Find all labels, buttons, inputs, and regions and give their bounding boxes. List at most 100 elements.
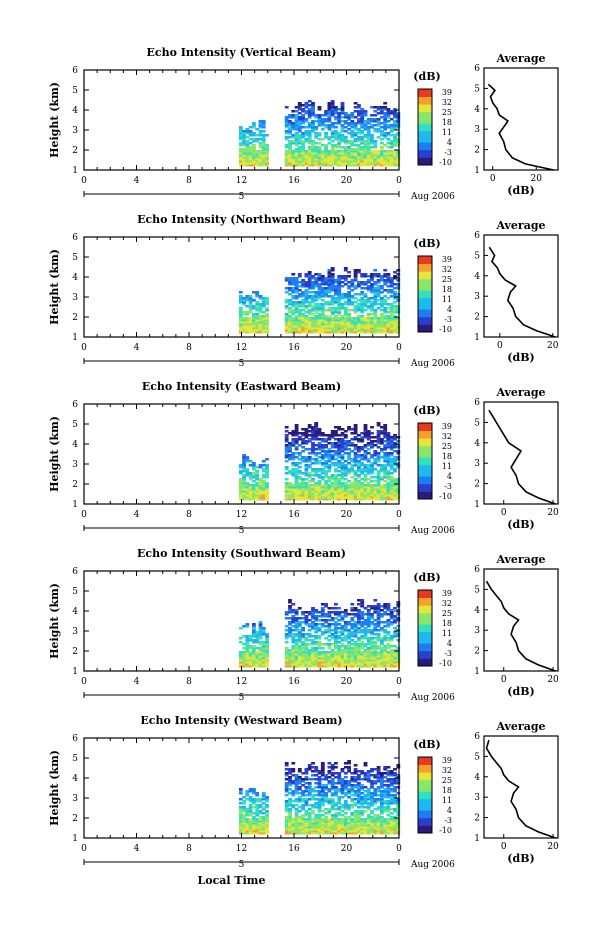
- echo-cell: [386, 325, 391, 328]
- echo-cell: [307, 798, 312, 801]
- echo-cell: [307, 635, 312, 638]
- echo-cell: [311, 635, 315, 638]
- echo-cell: [386, 494, 391, 497]
- echo-cell: [396, 484, 401, 487]
- echo-cell: [294, 627, 299, 630]
- echo-cell: [288, 323, 292, 326]
- echo-cell: [334, 331, 338, 334]
- echo-cell: [304, 331, 309, 334]
- echo-cell: [396, 651, 401, 654]
- echo-cell: [297, 770, 302, 773]
- echo-cell: [350, 494, 355, 497]
- echo-cell: [311, 820, 315, 823]
- echo-cell: [320, 788, 325, 791]
- echo-cell: [337, 319, 342, 322]
- echo-cell: [386, 438, 391, 441]
- echo-cell: [373, 325, 378, 328]
- echo-cell: [380, 317, 384, 320]
- echo-cell: [252, 164, 256, 167]
- echo-cell: [360, 307, 365, 310]
- echo-cell: [258, 663, 263, 666]
- echo-cell: [265, 317, 269, 320]
- echo-cell: [389, 460, 394, 463]
- echo-cell: [314, 432, 319, 435]
- echo-cell: [294, 490, 299, 493]
- echo-cell: [314, 496, 319, 499]
- echo-cell: [370, 277, 374, 280]
- colorbar-step: [418, 624, 432, 629]
- echo-cell: [291, 454, 296, 457]
- echo-cell: [363, 623, 368, 626]
- echo-cell: [370, 313, 374, 316]
- echo-cell: [314, 802, 319, 805]
- echo-cell: [252, 655, 256, 658]
- echo-cell: [320, 291, 325, 294]
- echo-cell: [284, 440, 289, 443]
- echo-cell: [363, 126, 368, 129]
- echo-cell: [294, 140, 299, 143]
- echo-cell: [301, 108, 305, 111]
- echo-cell: [258, 482, 263, 485]
- echo-cell: [324, 828, 328, 831]
- echo-cell: [297, 275, 302, 278]
- echo-cell: [304, 297, 309, 300]
- echo-cell: [330, 484, 335, 487]
- echo-cell: [350, 162, 355, 165]
- echo-cell: [242, 136, 246, 139]
- echo-cell: [317, 287, 322, 290]
- echo-cell: [337, 136, 342, 139]
- echo-cell: [245, 647, 250, 650]
- echo-cell: [383, 321, 388, 324]
- echo-cell: [334, 154, 338, 157]
- echo-cell: [307, 832, 312, 835]
- echo-cell: [304, 770, 309, 773]
- echo-cell: [324, 144, 328, 147]
- echo-cell: [353, 452, 358, 455]
- echo-cell: [294, 462, 299, 465]
- echo-cell: [252, 146, 256, 149]
- y-tick-label: 4: [72, 273, 78, 283]
- echo-cell: [330, 150, 335, 153]
- echo-cell: [353, 134, 358, 137]
- echo-cell: [383, 488, 388, 491]
- echo-cell: [324, 446, 328, 449]
- echo-cell: [238, 478, 243, 481]
- echo-cell: [357, 148, 361, 151]
- echo-cell: [317, 116, 322, 119]
- echo-cell: [327, 124, 332, 127]
- echo-cell: [383, 162, 388, 165]
- average-y-tick-label: 4: [474, 105, 480, 115]
- echo-cell: [373, 311, 378, 314]
- echo-cell: [360, 315, 365, 318]
- colorbar-step: [418, 605, 432, 610]
- echo-cell: [248, 331, 253, 334]
- echo-cell: [301, 820, 305, 823]
- echo-cell: [320, 275, 325, 278]
- echo-cell: [291, 128, 296, 131]
- echo-cell: [297, 444, 302, 447]
- echo-cell: [311, 285, 315, 288]
- echo-cell: [324, 476, 328, 479]
- echo-cell: [373, 655, 378, 658]
- echo-cell: [320, 164, 325, 167]
- echo-cell: [389, 281, 394, 284]
- echo-cell: [265, 665, 269, 668]
- echo-cell: [363, 295, 368, 298]
- echo-cell: [389, 305, 394, 308]
- echo-cell: [284, 279, 289, 282]
- echo-cell: [396, 611, 401, 614]
- echo-cell: [343, 130, 348, 133]
- echo-cell: [389, 283, 394, 286]
- echo-cell: [363, 128, 368, 131]
- echo-cell: [297, 830, 302, 833]
- echo-cell: [265, 486, 269, 489]
- x-tick-label: 16: [288, 343, 300, 353]
- date-label: Aug 2006: [410, 192, 455, 202]
- echo-cell: [353, 472, 358, 475]
- echo-cell: [389, 498, 394, 501]
- echo-cell: [373, 665, 378, 668]
- echo-cell: [242, 486, 246, 489]
- echo-cell: [353, 277, 358, 280]
- echo-cell: [360, 637, 365, 640]
- echo-cell: [357, 269, 361, 272]
